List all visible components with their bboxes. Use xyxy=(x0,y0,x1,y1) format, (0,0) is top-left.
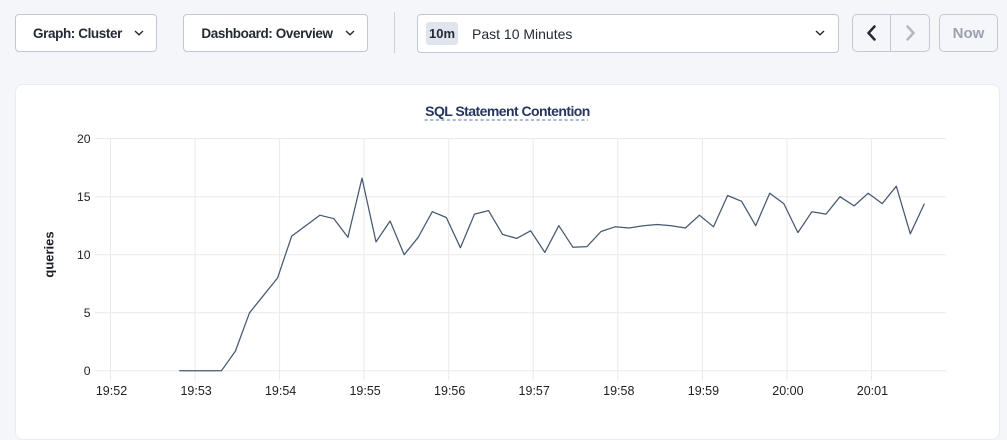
svg-text:15: 15 xyxy=(77,190,91,204)
svg-text:20: 20 xyxy=(77,132,91,146)
svg-text:queries: queries xyxy=(42,231,57,277)
svg-text:19:59: 19:59 xyxy=(688,384,719,398)
svg-text:5: 5 xyxy=(84,306,91,320)
svg-text:19:52: 19:52 xyxy=(96,384,127,398)
svg-text:19:53: 19:53 xyxy=(180,384,211,398)
svg-text:10: 10 xyxy=(77,248,91,262)
svg-text:19:56: 19:56 xyxy=(434,384,465,398)
svg-text:19:55: 19:55 xyxy=(349,384,380,398)
svg-text:20:00: 20:00 xyxy=(772,384,803,398)
svg-text:0: 0 xyxy=(84,364,91,378)
svg-text:19:57: 19:57 xyxy=(519,384,550,398)
svg-text:19:54: 19:54 xyxy=(265,384,296,398)
svg-text:20:01: 20:01 xyxy=(857,384,888,398)
svg-text:19:58: 19:58 xyxy=(603,384,634,398)
